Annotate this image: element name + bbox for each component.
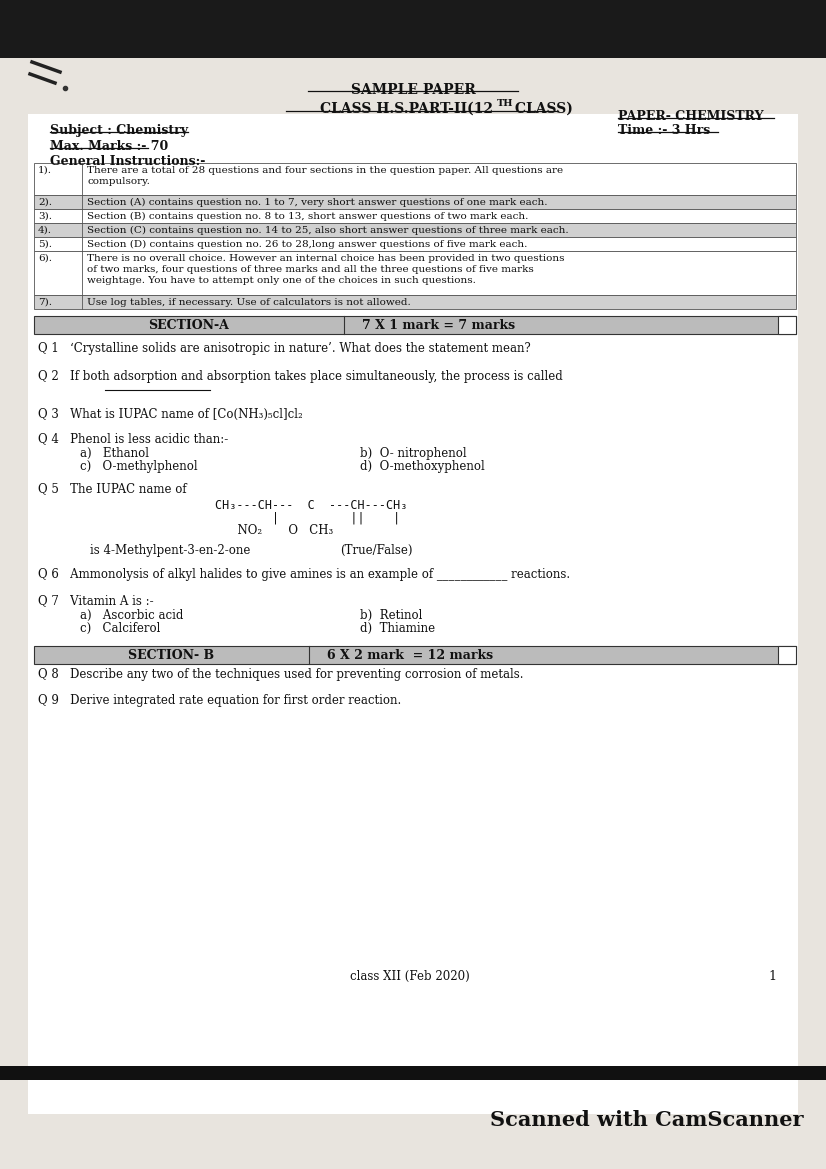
Text: a)   Ascorbic acid: a) Ascorbic acid [80, 609, 183, 622]
Text: 3).: 3). [38, 212, 52, 221]
Text: Section (D) contains question no. 26 to 28,long answer questions of five mark ea: Section (D) contains question no. 26 to … [87, 240, 527, 249]
Bar [34, 646, 796, 664]
Bar [34, 251, 796, 295]
Text: |          ||    |: | || | [215, 512, 401, 525]
Text: NO₂       O   CH₃: NO₂ O CH₃ [215, 524, 333, 537]
Text: CLASS): CLASS) [510, 102, 573, 116]
Text: 7).: 7). [38, 298, 52, 307]
Bar [0, 0, 826, 58]
Text: Q 2   If both adsorption and absorption takes place simultaneously, the process : Q 2 If both adsorption and absorption ta… [38, 371, 563, 383]
Text: Q 4   Phenol is less acidic than:-: Q 4 Phenol is less acidic than:- [38, 433, 228, 445]
Bar [34, 223, 796, 237]
Text: Section (B) contains question no. 8 to 13, short answer questions of two mark ea: Section (B) contains question no. 8 to 1… [87, 212, 529, 221]
Text: SAMPLE PAPER: SAMPLE PAPER [350, 83, 476, 97]
Text: c)   Calciferol: c) Calciferol [80, 622, 160, 635]
Text: d)  Thiamine: d) Thiamine [360, 622, 435, 635]
Text: There are a total of 28 questions and four sections in the question paper. All q: There are a total of 28 questions and fo… [87, 166, 563, 175]
Text: weightage. You have to attempt only one of the choices in such questions.: weightage. You have to attempt only one … [87, 276, 476, 285]
Bar [34, 195, 796, 209]
Text: of two marks, four questions of three marks and all the three questions of five : of two marks, four questions of three ma… [87, 265, 534, 274]
Text: Time :- 3 Hrs: Time :- 3 Hrs [618, 124, 710, 137]
Text: 1: 1 [768, 970, 776, 983]
Text: SECTION- B: SECTION- B [128, 649, 214, 662]
Text: Q 6   Ammonolysis of alkyl halides to give amines is an example of ____________ : Q 6 Ammonolysis of alkyl halides to give… [38, 568, 570, 581]
Text: TH: TH [497, 99, 514, 108]
Bar [34, 209, 796, 223]
Bar [34, 237, 796, 251]
Text: SECTION-A: SECTION-A [149, 319, 230, 332]
Text: 6 X 2 mark  = 12 marks: 6 X 2 mark = 12 marks [327, 649, 493, 662]
Bar [34, 162, 796, 195]
Text: Q 5   The IUPAC name of: Q 5 The IUPAC name of [38, 482, 187, 494]
Bar [34, 295, 796, 309]
Text: 7 X 1 mark = 7 marks: 7 X 1 mark = 7 marks [362, 319, 515, 332]
Text: Q 8   Describe any two of the techniques used for preventing corrosion of metals: Q 8 Describe any two of the techniques u… [38, 667, 524, 682]
Text: Scanned with CamScanner: Scanned with CamScanner [490, 1111, 804, 1130]
Text: Q 1   ‘Crystalline solids are anisotropic in nature’. What does the statement me: Q 1 ‘Crystalline solids are anisotropic … [38, 343, 531, 355]
Text: General Instructions:-: General Instructions:- [50, 155, 206, 168]
Text: CH₃---CH---  C  ---CH---CH₃: CH₃---CH--- C ---CH---CH₃ [215, 499, 407, 512]
Text: PAPER- CHEMISTRY: PAPER- CHEMISTRY [618, 110, 763, 123]
Text: 5).: 5). [38, 240, 52, 249]
Text: class XII (Feb 2020): class XII (Feb 2020) [350, 970, 470, 983]
Text: 6).: 6). [38, 254, 52, 263]
Text: a)   Ethanol: a) Ethanol [80, 447, 149, 459]
Bar [778, 316, 796, 334]
Text: Max. Marks :- 70: Max. Marks :- 70 [50, 140, 169, 153]
Text: d)  O-methoxyphenol: d) O-methoxyphenol [360, 459, 485, 473]
Text: c)   O-methylphenol: c) O-methylphenol [80, 459, 197, 473]
Bar [0, 1066, 826, 1080]
Text: Section (A) contains question no. 1 to 7, very short answer questions of one mar: Section (A) contains question no. 1 to 7… [87, 198, 548, 207]
Text: CLASS H.S.PART-II(12: CLASS H.S.PART-II(12 [320, 102, 493, 116]
Text: b)  O- nitrophenol: b) O- nitrophenol [360, 447, 467, 459]
Text: Section (C) contains question no. 14 to 25, also short answer questions of three: Section (C) contains question no. 14 to … [87, 226, 568, 235]
Text: 2).: 2). [38, 198, 52, 207]
Text: compulsory.: compulsory. [87, 177, 150, 186]
Text: is 4-Methylpent-3-en-2-one: is 4-Methylpent-3-en-2-one [90, 544, 250, 556]
Bar [778, 646, 796, 664]
Text: b)  Retinol: b) Retinol [360, 609, 422, 622]
Text: Use log tables, if necessary. Use of calculators is not allowed.: Use log tables, if necessary. Use of cal… [87, 298, 411, 307]
Text: Subject : Chemistry: Subject : Chemistry [50, 124, 188, 137]
Text: Q 7   Vitamin A is :-: Q 7 Vitamin A is :- [38, 594, 154, 607]
Bar [34, 316, 796, 334]
Text: Q 3   What is IUPAC name of [Co(NH₃)₅cl]cl₂: Q 3 What is IUPAC name of [Co(NH₃)₅cl]cl… [38, 408, 303, 421]
Text: Q 9   Derive integrated rate equation for first order reaction.: Q 9 Derive integrated rate equation for … [38, 694, 401, 707]
Text: (True/False): (True/False) [340, 544, 412, 556]
Text: 4).: 4). [38, 226, 52, 235]
Bar [28, 115, 798, 1114]
Text: 1).: 1). [38, 166, 52, 175]
Text: There is no overall choice. However an internal choice has been provided in two : There is no overall choice. However an i… [87, 254, 564, 263]
